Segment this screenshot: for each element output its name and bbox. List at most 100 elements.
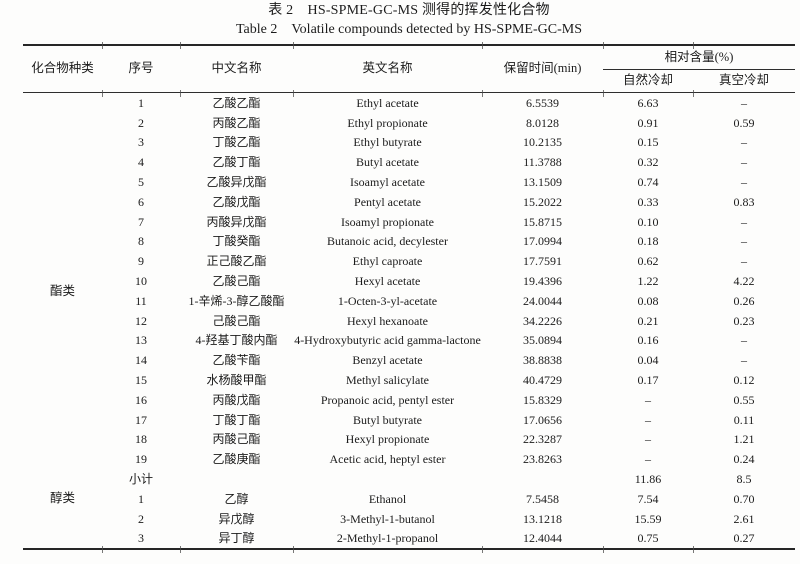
table-row: 14 乙酸苄酯 Benzyl acetate 38.8838 0.04 – (23, 350, 795, 370)
cell-vacuum-cooling: 0.55 (733, 392, 755, 407)
cell-vacuum-cooling: – (741, 353, 747, 368)
col-header-natural-cooling: 自然冷却 (603, 69, 693, 93)
cell-retention-time: 11.3788 (523, 155, 562, 170)
cell-retention-time: 38.8838 (523, 353, 562, 368)
cell-index: 2 (138, 115, 144, 130)
cell-natural-cooling: 7.54 (637, 491, 659, 506)
cell-natural-cooling: 0.16 (637, 333, 659, 348)
table-body: 酯类 1 乙酸乙酯 Ethyl acetate 6.5539 6.63 – 2 丙酸乙酯 Ethy… (23, 93, 795, 550)
col-header-name-cn: 中文名称 (180, 45, 293, 93)
table-row: 2 异戊醇 3-Methyl-1-butanol 13.1218 15.59 2.61 (23, 509, 795, 529)
cell-retention-time: 13.1509 (523, 175, 562, 190)
cell-vacuum-cooling: 0.11 (733, 412, 755, 427)
cell-name-cn: 丙酸己酯 (212, 432, 261, 447)
col-header-name-en: 英文名称 (293, 45, 482, 93)
cell-index: 2 (138, 511, 144, 526)
cell-natural-cooling: 1.22 (637, 274, 659, 289)
cell-name-en: Ethyl acetate (356, 95, 419, 110)
cell-natural-cooling: 0.04 (637, 353, 659, 368)
cell-natural-cooling: 0.74 (637, 175, 659, 190)
cell-index: 11 (135, 293, 147, 308)
cell-name-cn: 己酸己酯 (212, 313, 261, 328)
table-row: 8 丁酸癸酯 Butanoic acid, decylester 17.0994 0.1… (23, 232, 795, 252)
cell-index: 6 (138, 194, 144, 209)
cell-natural-cooling: 6.63 (637, 95, 659, 110)
cell-vacuum-cooling: 0.12 (733, 373, 755, 388)
cell-vacuum-cooling: – (741, 175, 747, 190)
table-row: 17 丁酸丁酯 Butyl butyrate 17.0656 – 0.11 (23, 410, 795, 430)
cell-subtotal-label: 小计 (128, 472, 153, 487)
column-boundary-tick (293, 42, 294, 49)
cell-natural-cooling: 0.17 (637, 373, 659, 388)
table-row: 9 正己酸乙酯 Ethyl caproate 17.7591 0.62 – (23, 251, 795, 271)
cell-name-en: Hexyl propionate (345, 432, 430, 447)
cell-index: 19 (135, 452, 147, 467)
cell-retention-time: 17.0656 (523, 412, 562, 427)
table-row: 6 乙酸戊酯 Pentyl acetate 15.2022 0.33 0.83 (23, 192, 795, 212)
cell-retention-time: 17.0994 (523, 234, 562, 249)
cell-name-cn: 丙酸戊酯 (212, 392, 261, 407)
cell-retention-time: 7.5458 (526, 491, 559, 506)
cell-vacuum-cooling: – (741, 254, 747, 269)
cell-vacuum-cooling: – (741, 135, 747, 150)
cell-name-en: Hexyl acetate (354, 274, 421, 289)
column-boundary-tick (293, 90, 294, 97)
cell-natural-cooling: 0.18 (637, 234, 659, 249)
table-header: 化合物种类 序号 中文名称 英文名称 保留时间(min) 相对含量(%) 自然冷… (23, 45, 795, 93)
cell-retention-time: 19.4396 (523, 274, 562, 289)
cell-retention-time: 10.2135 (523, 135, 562, 150)
cell-name-cn: 乙酸己酯 (212, 274, 261, 289)
column-boundary-tick (693, 42, 694, 49)
cell-retention-time: 15.8329 (523, 392, 562, 407)
cell-index: 12 (135, 313, 147, 328)
table-row: 15 水杨酸甲酯 Methyl salicylate 40.4729 0.17 0.12 (23, 370, 795, 390)
table-row: 3 丁酸乙酯 Ethyl butyrate 10.2135 0.15 – (23, 133, 795, 153)
cell-retention-time: 15.2022 (523, 194, 562, 209)
table-row: 19 乙酸庚酯 Acetic acid, heptyl ester 23.8263 – 0… (23, 449, 795, 469)
cell-retention-time: 6.5539 (526, 95, 559, 110)
col-header-vacuum-cooling: 真空冷却 (693, 69, 795, 93)
cell-name-en: Propanoic acid, pentyl ester (320, 392, 455, 407)
cell-natural-cooling: 11.86 (634, 472, 662, 487)
table-caption-cn: 表 2 HS-SPME-GC-MS 测得的挥发性化合物 (268, 3, 550, 18)
cell-index: 10 (135, 274, 147, 289)
cell-vacuum-cooling: 0.83 (733, 194, 755, 209)
cell-vacuum-cooling: 8.5 (736, 472, 752, 487)
cell-name-cn: 丁酸丁酯 (212, 412, 261, 427)
cell-vacuum-cooling: 0.23 (733, 313, 755, 328)
column-boundary-tick (482, 90, 483, 97)
cell-vacuum-cooling: 0.24 (733, 452, 755, 467)
cell-vacuum-cooling: 0.26 (733, 293, 755, 308)
cell-index: 1 (138, 95, 144, 110)
cell-name-en: Ethanol (368, 491, 407, 506)
cell-natural-cooling: 0.75 (637, 531, 659, 546)
cell-name-en: Ethyl butyrate (353, 135, 422, 150)
cell-index: 9 (138, 254, 144, 269)
table-row: 12 己酸己酯 Hexyl hexanoate 34.2226 0.21 0.23 (23, 311, 795, 331)
cell-vacuum-cooling: 0.27 (733, 531, 755, 546)
cell-name-cn: 乙酸庚酯 (212, 452, 261, 467)
cell-index: 5 (138, 175, 144, 190)
cell-retention-time: 12.4044 (523, 531, 562, 546)
cell-natural-cooling: 0.10 (637, 214, 659, 229)
cell-name-en: 2-Methyl-1-propanol (336, 531, 439, 546)
cell-name-cn: 乙酸丁酯 (212, 155, 261, 170)
cell-retention-time: 17.7591 (523, 254, 562, 269)
cell-name-cn: 1-辛烯-3-醇乙酸酯 (188, 293, 285, 308)
cell-name-cn: 乙酸苄酯 (212, 353, 261, 368)
cell-index: 16 (135, 392, 147, 407)
cell-retention-time: 8.0128 (526, 115, 559, 130)
column-boundary-tick (482, 546, 483, 553)
cell-vacuum-cooling: – (741, 234, 747, 249)
cell-index: 13 (135, 333, 147, 348)
table-row: 13 4-羟基丁酸内酯 4-Hydroxybutyric acid gamma-la… (23, 331, 795, 351)
col-header-index: 序号 (102, 45, 180, 93)
table-caption-en: Table 2 Volatile compounds detected by H… (235, 22, 582, 37)
table-row: 2 丙酸乙酯 Ethyl propionate 8.0128 0.91 0.59 (23, 113, 795, 133)
cell-name-cn: 丙酸异戊酯 (206, 214, 267, 229)
cell-name-en: Ethyl caproate (352, 254, 423, 269)
cell-name-cn: 乙酸乙酯 (212, 95, 261, 110)
table-row: 11 1-辛烯-3-醇乙酸酯 1-Octen-3-yl-acetate 24.0044… (23, 291, 795, 311)
cell-name-cn: 水杨酸甲酯 (206, 373, 267, 388)
cell-natural-cooling: 0.62 (637, 254, 659, 269)
